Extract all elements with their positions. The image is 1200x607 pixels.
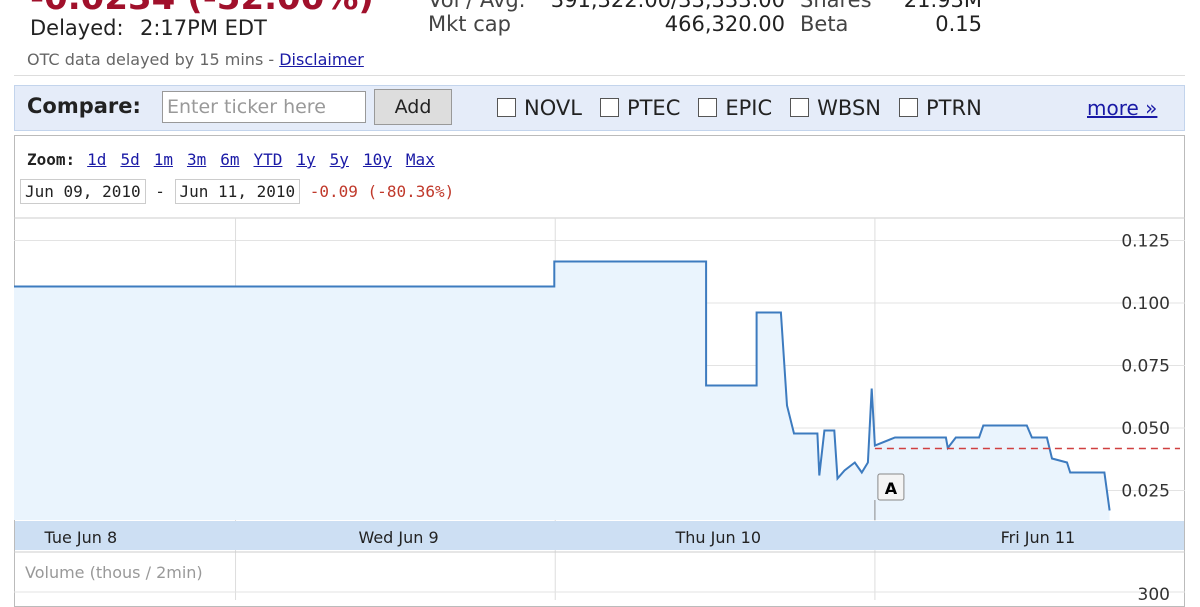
range-change: -0.09 (-80.36%) xyxy=(309,182,455,201)
range-row: Jun 09, 2010 - Jun 11, 2010 -0.09 (-80.3… xyxy=(20,179,454,205)
y-tick-label: 0.125 xyxy=(1121,232,1170,252)
delayed-label: Delayed: xyxy=(30,16,124,40)
y-tick-label: 0.075 xyxy=(1121,357,1170,377)
ticker-input[interactable]: Enter ticker here xyxy=(162,91,366,123)
volume-label: Volume (thous / 2min) xyxy=(25,563,203,582)
range-separator: - xyxy=(155,182,165,201)
x-tick-label: Fri Jun 11 xyxy=(1001,528,1076,547)
note: OTC data delayed by 15 mins - xyxy=(27,50,275,69)
more-link[interactable]: more » xyxy=(1087,96,1158,120)
range-end[interactable]: Jun 11, 2010 xyxy=(174,179,301,204)
ticker-option[interactable]: EPIC xyxy=(698,96,772,120)
zoom-option[interactable]: 3m xyxy=(186,150,207,169)
zoom-option[interactable]: 5d xyxy=(120,150,140,169)
price-line xyxy=(14,260,1111,511)
stat-value: 21.93M xyxy=(903,0,982,12)
annotation-flag xyxy=(877,473,905,501)
range-start[interactable]: Jun 09, 2010 xyxy=(20,179,146,204)
zoom-option[interactable]: Max xyxy=(405,150,435,169)
ticker-option[interactable]: NOVL xyxy=(497,96,582,120)
checkbox[interactable] xyxy=(599,98,619,117)
zoom-option[interactable]: 1d xyxy=(87,150,107,169)
checkbox[interactable] xyxy=(899,98,919,117)
add-button[interactable]: Add xyxy=(374,89,452,125)
volume-tick-label: 300 xyxy=(1138,585,1170,600)
stat-value: 0.15 xyxy=(935,12,982,36)
ticker-name: EPIC xyxy=(725,96,773,120)
annotation-label: A xyxy=(885,479,898,498)
stat-value: 466,320.00 xyxy=(664,12,785,36)
y-tick-label: 0.025 xyxy=(1121,482,1170,502)
x-tick-label: Tue Jun 8 xyxy=(43,528,117,547)
zoom-option[interactable]: 10y xyxy=(362,150,392,169)
ticker-option[interactable]: PTEC xyxy=(599,96,681,120)
price-change: -0.0234 (-52.00%) xyxy=(30,0,374,18)
checkbox[interactable] xyxy=(497,98,516,117)
y-tick-label: 0.100 xyxy=(1121,294,1170,314)
zoom-option[interactable]: 1y xyxy=(296,150,316,169)
stat-label: Vol / Avg. xyxy=(428,0,526,12)
zoom-option[interactable]: 5y xyxy=(329,150,349,169)
ticker-name: WBSN xyxy=(817,96,882,120)
ticker-name: NOVL xyxy=(524,96,582,120)
zoom-option[interactable]: 1m xyxy=(153,150,173,169)
x-tick-label: Thu Jun 10 xyxy=(674,528,761,547)
zoom-row: Zoom: 1d 5d 1m 3m 6m YTD 1y 5y 10y Max xyxy=(27,150,449,169)
stat-label: Beta xyxy=(800,12,849,36)
ticker-list: NOVL PTEC EPIC WBSN PTRN xyxy=(497,96,1000,120)
x-axis-band xyxy=(15,521,1184,550)
compare-label: Compare: xyxy=(27,94,141,118)
ticker-option[interactable]: WBSN xyxy=(790,96,881,120)
zoom-label: Zoom: xyxy=(27,150,76,169)
ticker-option[interactable]: PTRN xyxy=(899,96,982,120)
stat-label: Shares xyxy=(800,0,872,12)
delayed-time: 2:17PM EDT xyxy=(140,16,267,40)
zoom-option[interactable]: 6m xyxy=(220,150,240,169)
delay-note: OTC data delayed by 15 mins - Disclaimer xyxy=(27,50,364,69)
x-tick-label: Wed Jun 9 xyxy=(358,528,438,547)
ticker-name: PTEC xyxy=(626,96,681,120)
price-area xyxy=(14,261,1110,520)
stat-label: Mkt cap xyxy=(428,12,511,36)
disclaimer-link[interactable]: Disclaimer xyxy=(279,50,364,69)
y-tick-label: 0.050 xyxy=(1121,419,1170,439)
checkbox[interactable] xyxy=(790,98,810,117)
compare-bar: Compare: Enter ticker here Add NOVL PTEC E… xyxy=(14,85,1185,131)
zoom-option[interactable]: YTD xyxy=(253,150,283,169)
checkbox[interactable] xyxy=(698,98,718,117)
ticker-name: PTRN xyxy=(926,96,982,120)
stat-value: 391,322.00/33,333.00 xyxy=(550,0,785,12)
separator xyxy=(14,75,1185,76)
